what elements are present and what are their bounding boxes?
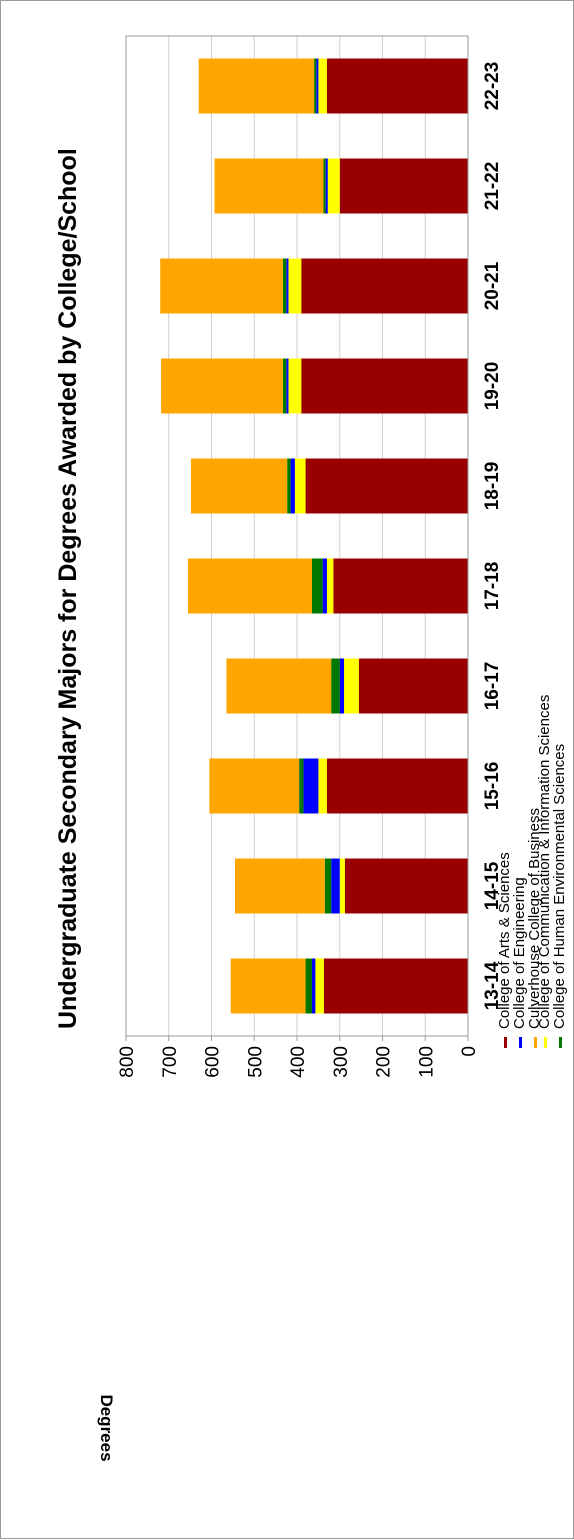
bar-segment	[322, 558, 327, 614]
bar-segment	[190, 458, 288, 514]
bar-segment	[198, 58, 315, 114]
category-label: 15-16	[482, 762, 503, 811]
bar-segment	[326, 758, 468, 814]
bar-segment	[358, 658, 468, 714]
bar-segment	[318, 58, 327, 114]
category-label: 16-17	[482, 662, 503, 711]
bar-segment	[315, 958, 324, 1014]
tick-label: 600	[203, 1046, 224, 1078]
bar-segment	[311, 558, 323, 614]
legend-label: College of Human Environmental Sciences	[551, 744, 568, 1029]
legend-label: College of Engineering	[511, 877, 528, 1029]
bar-segment	[288, 358, 302, 414]
tick-label: 800	[117, 1046, 138, 1078]
chart-title: Undergraduate Secondary Majors for Degre…	[54, 148, 82, 1029]
legend-label: College of Arts & Sciences	[496, 852, 513, 1029]
bar-segment	[314, 58, 317, 114]
bar-segment	[230, 958, 306, 1014]
bar-segment	[282, 358, 287, 414]
bar-segment	[209, 758, 300, 814]
category-label: 21-22	[482, 162, 503, 211]
tick-label: 400	[288, 1046, 309, 1078]
bar-segment	[301, 258, 468, 314]
bar-segment	[294, 458, 306, 514]
tick-label: 300	[331, 1046, 352, 1078]
category-label: 17-18	[482, 562, 503, 611]
bar-segment	[311, 958, 316, 1014]
bar-segment	[323, 958, 468, 1014]
bar-segment	[327, 158, 340, 214]
bar-segment	[326, 58, 468, 114]
category-label: 22-23	[482, 62, 503, 111]
category-axis-labels: 13-14 14-15 15-16 16-17 17-18 18-19 19-20 20-21…	[482, 62, 503, 1011]
bar-segment	[288, 258, 302, 314]
bar-segment	[305, 458, 468, 514]
bar-segment	[339, 158, 468, 214]
bar-segment	[160, 258, 283, 314]
bar-segment	[339, 858, 345, 914]
legend-swatch	[559, 1037, 562, 1048]
bar-segment	[290, 458, 295, 514]
bar-segment	[344, 858, 468, 914]
bar-segment	[333, 558, 468, 614]
bar-segment	[324, 858, 332, 914]
tick-label: 200	[374, 1046, 395, 1078]
y-axis-label: Degrees	[97, 1394, 116, 1461]
value-axis-ticks: 0 100 200 300 400 500 600 700 800	[117, 1036, 480, 1078]
legend-swatch	[534, 1037, 537, 1048]
legend-swatch	[544, 1037, 547, 1048]
bar-segment	[161, 358, 283, 414]
legend-swatch	[504, 1037, 507, 1048]
tick-label: 100	[416, 1046, 437, 1078]
bar-segment	[323, 158, 326, 214]
bar-segment	[214, 158, 324, 214]
bar-segment	[305, 958, 312, 1014]
bar-segment	[331, 858, 340, 914]
bar-segment	[331, 658, 340, 714]
legend-label: Culverhouse College of Business	[526, 808, 543, 1029]
bar-segment	[339, 658, 345, 714]
bar-segment	[326, 558, 334, 614]
legend-label: College of Communication & Information S…	[536, 695, 553, 1029]
bar-segment	[325, 158, 328, 214]
bar-segment	[282, 258, 287, 314]
tick-label: 0	[459, 1046, 480, 1057]
bar-segment	[235, 858, 325, 914]
category-label: 13-14	[482, 961, 503, 1010]
tick-label: 500	[245, 1046, 266, 1078]
legend-swatch	[519, 1037, 522, 1048]
bar-segment	[299, 758, 304, 814]
bar-segment	[226, 658, 332, 714]
bar-segment	[286, 258, 289, 314]
bar-segment	[287, 458, 291, 514]
bars	[160, 58, 468, 1014]
bar-segment	[187, 558, 312, 614]
category-label: 14-15	[482, 861, 503, 910]
bar-segment	[318, 758, 327, 814]
bar-segment	[303, 758, 319, 814]
category-label: 19-20	[482, 362, 503, 411]
category-label: 18-19	[482, 462, 503, 511]
bar-segment	[286, 358, 289, 414]
bar-segment	[301, 358, 468, 414]
category-label: 20-21	[482, 261, 503, 310]
tick-label: 700	[160, 1046, 181, 1078]
bar-segment	[316, 58, 319, 114]
bar-segment	[344, 658, 359, 714]
